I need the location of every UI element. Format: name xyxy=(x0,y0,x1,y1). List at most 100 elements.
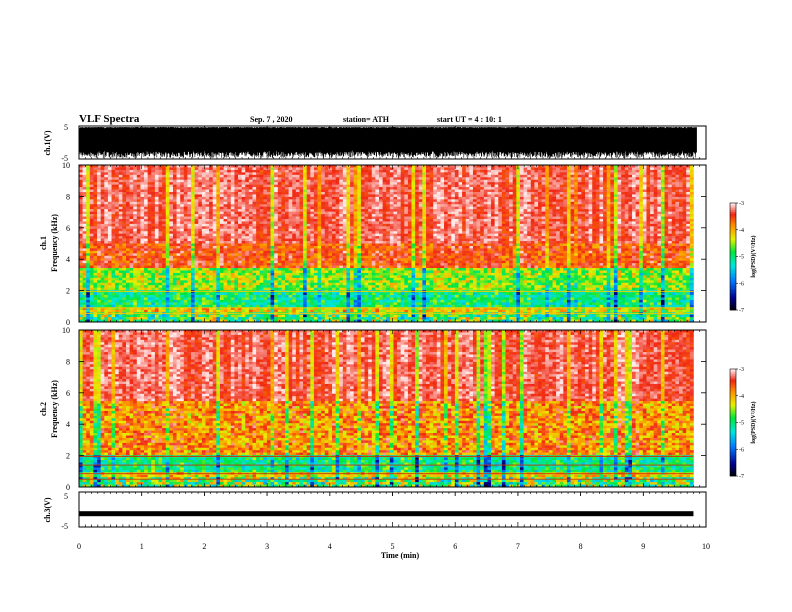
spectrogram-cell xyxy=(97,189,101,193)
spectrogram-cell xyxy=(136,317,141,320)
spectrogram-cell xyxy=(223,233,228,237)
spectrogram-cell xyxy=(357,221,362,225)
spectrogram-cell xyxy=(295,182,300,185)
spectrogram-cell xyxy=(183,214,188,217)
spectrogram-cell xyxy=(266,317,271,320)
spectrogram-cell xyxy=(353,169,358,173)
spectrogram-cell xyxy=(205,167,210,171)
spectrogram-cell xyxy=(238,172,242,176)
spectrogram-cell xyxy=(346,253,351,257)
spectrogram-cell xyxy=(288,295,293,298)
spectrogram-cell xyxy=(219,270,224,274)
spectrogram-cell xyxy=(303,226,308,230)
spectrogram-cell xyxy=(86,253,91,257)
spectrogram-cell xyxy=(270,270,275,274)
ch1-ytick-bottom: -5 xyxy=(61,154,68,163)
spectrogram-cell xyxy=(295,231,300,234)
spectrogram-cell xyxy=(216,204,221,207)
spectrogram-cell xyxy=(295,221,300,225)
spectrogram-cell xyxy=(180,280,185,284)
spectrogram-cell xyxy=(165,199,170,203)
spectrogram-cell xyxy=(125,270,130,274)
spectrogram-cell xyxy=(144,275,148,279)
spectrogram-cell xyxy=(187,231,192,234)
spectrogram-cell xyxy=(180,258,185,261)
spectrogram-cell xyxy=(256,297,261,301)
spectrogram-cell xyxy=(227,165,232,168)
spectrogram-cell xyxy=(79,194,83,198)
spectrogram-cell xyxy=(277,255,282,259)
spectrogram-cell xyxy=(209,169,214,173)
spectrogram-cell xyxy=(151,209,156,212)
spectrogram-cell xyxy=(303,277,308,281)
spectrogram-cell xyxy=(97,285,101,288)
spectrogram-cell xyxy=(93,223,98,227)
spectrogram-cell xyxy=(285,174,289,178)
spectrogram-cell xyxy=(281,241,286,244)
spectrogram-cell xyxy=(86,255,91,259)
spectrogram-cell xyxy=(335,236,340,239)
spectrogram-cell xyxy=(335,270,340,274)
spectrogram-cell xyxy=(136,179,141,183)
spectrogram-cell xyxy=(256,233,261,237)
spectrogram-cell xyxy=(248,228,253,232)
spectrogram-cell xyxy=(118,204,123,207)
spectrogram-cell xyxy=(89,231,94,234)
spectrogram-cell xyxy=(321,238,326,242)
spectrogram-cell xyxy=(270,221,275,225)
spectrogram-cell xyxy=(248,182,253,185)
spectrogram-cell xyxy=(115,231,120,234)
spectrogram-cell xyxy=(342,275,347,279)
spectrogram-cell xyxy=(176,319,181,323)
spectrogram-cell xyxy=(151,241,156,244)
spectrogram-cell xyxy=(82,263,87,266)
spectrogram-cell xyxy=(317,304,322,308)
spectrogram-cell xyxy=(339,167,344,171)
spectrogram-cell xyxy=(176,194,181,198)
spectrogram-cell xyxy=(245,265,250,269)
spectrogram-cell xyxy=(129,241,134,244)
spectrogram-cell xyxy=(82,241,87,244)
spectrogram-cell xyxy=(219,277,224,281)
spectrogram-cell xyxy=(245,214,250,217)
spectrogram-cell xyxy=(310,319,315,323)
spectrogram-cell xyxy=(277,179,282,183)
spectrogram-cell xyxy=(350,167,354,171)
spectrogram-cell xyxy=(176,268,181,271)
spectrogram-cell xyxy=(303,243,308,247)
spectrogram-cell xyxy=(187,179,192,183)
spectrogram-cell xyxy=(306,211,311,215)
spectrogram-cell xyxy=(230,275,235,279)
spectrogram-cell xyxy=(303,233,308,237)
spectrogram-cell xyxy=(107,226,112,230)
spectrogram-cell xyxy=(191,268,195,271)
spectrogram-cell xyxy=(198,272,203,276)
spectrogram-cell xyxy=(317,187,322,190)
spectrogram-cell xyxy=(144,238,148,242)
spectrogram-cell xyxy=(209,218,214,222)
spectrogram-cell xyxy=(303,307,308,311)
spectrogram-cell xyxy=(342,214,347,217)
spectrogram-cell xyxy=(306,206,311,210)
spectrogram-cell xyxy=(198,204,203,207)
spectrogram-cell xyxy=(205,165,210,168)
spectrogram-cell xyxy=(165,169,170,173)
spectrogram-cell xyxy=(281,211,286,215)
spectrogram-cell xyxy=(89,282,94,286)
spectrogram-cell xyxy=(216,255,221,259)
spectrogram-cell xyxy=(93,211,98,215)
spectrogram-cell xyxy=(212,255,217,259)
spectrogram-cell xyxy=(335,287,340,291)
spectrogram-cell xyxy=(129,179,134,183)
spectrogram-cell xyxy=(133,268,138,271)
spectrogram-cell xyxy=(303,265,308,269)
spectrogram-cell xyxy=(263,299,268,303)
spectrogram-cell xyxy=(324,172,329,176)
spectrogram-cell xyxy=(245,258,250,261)
spectrogram-cell xyxy=(317,270,322,274)
spectrogram-cell xyxy=(151,282,156,286)
spectrogram-cell xyxy=(209,206,214,210)
spectrogram-cell xyxy=(165,309,170,313)
spectrogram-cell xyxy=(324,177,329,181)
spectrogram-cell xyxy=(209,174,214,178)
